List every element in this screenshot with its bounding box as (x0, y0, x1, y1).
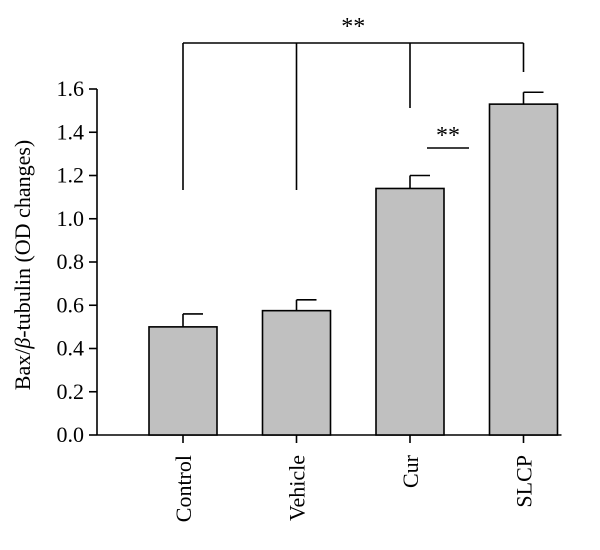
x-tick-label: Vehicle (285, 455, 310, 521)
x-tick-label: Control (171, 455, 196, 522)
x-tick-label: Cur (398, 454, 423, 488)
significance-label: ** (341, 14, 365, 40)
bar (375, 187, 445, 436)
y-axis-title: Bax/β-tubulin (OD changes) (10, 140, 35, 390)
y-tick-label: 1.2 (57, 163, 85, 188)
y-axis-title-greek: β (10, 338, 35, 350)
y-axis-title-prefix: Bax/ (10, 348, 35, 390)
y-tick-label: 0.4 (57, 336, 85, 361)
bar (148, 326, 218, 436)
y-tick-label: 0.6 (57, 292, 85, 317)
y-axis-title-suffix: -tubulin (OD changes) (10, 140, 35, 338)
y-tick-label: 1.6 (57, 76, 85, 101)
plot-area: 0.0 0.2 0.4 0.6 0.8 1.0 1.2 1.4 1.6 Control Vehicl… (57, 14, 562, 522)
y-tick-label: 1.4 (57, 119, 85, 144)
bar (488, 103, 559, 436)
bar (261, 309, 332, 436)
x-tick-label: SLCP (512, 455, 537, 508)
y-tick-label: 1.0 (57, 206, 85, 231)
y-tick-label: 0.0 (57, 422, 85, 447)
y-tick-label: 0.8 (57, 249, 85, 274)
significance-label: ** (436, 123, 460, 149)
y-tick-label: 0.2 (57, 379, 85, 404)
